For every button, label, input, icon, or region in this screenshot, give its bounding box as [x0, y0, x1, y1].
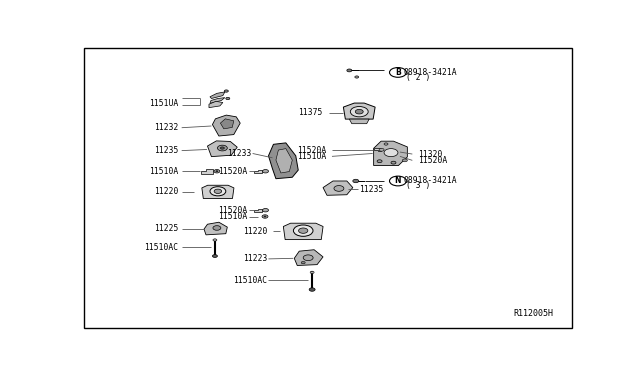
Circle shape: [334, 186, 344, 191]
Circle shape: [213, 239, 217, 241]
Circle shape: [264, 216, 266, 217]
Text: 08918-3421A: 08918-3421A: [403, 68, 457, 77]
Polygon shape: [204, 222, 227, 235]
Polygon shape: [253, 209, 262, 212]
Polygon shape: [269, 143, 298, 179]
Text: 11520A: 11520A: [218, 167, 248, 176]
Polygon shape: [344, 103, 375, 119]
Text: 11220: 11220: [243, 227, 268, 236]
Circle shape: [220, 147, 225, 149]
Text: 11520A: 11520A: [297, 146, 326, 155]
Polygon shape: [212, 115, 240, 136]
Polygon shape: [294, 250, 323, 266]
Circle shape: [310, 271, 314, 273]
Circle shape: [213, 226, 221, 230]
Text: 11510AC: 11510AC: [144, 243, 178, 252]
Text: 11225: 11225: [154, 224, 178, 233]
Circle shape: [218, 145, 227, 151]
Text: B: B: [395, 68, 401, 77]
Text: ( 2 ): ( 2 ): [406, 73, 431, 82]
Text: 11510A: 11510A: [149, 167, 178, 176]
Circle shape: [212, 254, 218, 257]
Circle shape: [216, 171, 218, 172]
Circle shape: [309, 288, 315, 291]
Polygon shape: [284, 223, 323, 240]
Text: 11375: 11375: [298, 108, 322, 117]
Polygon shape: [210, 92, 225, 99]
Text: 1151UA: 1151UA: [149, 99, 178, 108]
Polygon shape: [210, 97, 225, 103]
Polygon shape: [200, 169, 213, 173]
Polygon shape: [202, 185, 234, 199]
Circle shape: [350, 106, 368, 117]
Circle shape: [384, 149, 398, 157]
Text: 11235: 11235: [359, 185, 383, 193]
Polygon shape: [323, 181, 353, 195]
Circle shape: [210, 187, 226, 196]
Polygon shape: [276, 149, 292, 173]
Text: 11232: 11232: [154, 123, 178, 132]
Text: 11220: 11220: [154, 187, 178, 196]
Circle shape: [214, 189, 221, 193]
Circle shape: [301, 262, 305, 264]
Text: 11320: 11320: [419, 150, 443, 158]
Text: 11233: 11233: [227, 149, 252, 158]
Polygon shape: [374, 141, 408, 166]
Circle shape: [298, 228, 308, 233]
Circle shape: [293, 225, 313, 236]
Circle shape: [355, 76, 359, 78]
Circle shape: [403, 159, 408, 162]
Polygon shape: [253, 170, 262, 173]
Text: 1151UA: 1151UA: [297, 152, 326, 161]
Text: 11520A: 11520A: [218, 206, 248, 215]
Text: 11520A: 11520A: [419, 156, 447, 165]
Circle shape: [262, 170, 269, 173]
Circle shape: [353, 179, 359, 183]
Circle shape: [379, 148, 384, 151]
Circle shape: [347, 69, 352, 72]
Circle shape: [384, 143, 388, 145]
Polygon shape: [209, 101, 223, 108]
Circle shape: [355, 109, 364, 114]
Polygon shape: [349, 119, 369, 124]
Circle shape: [225, 90, 228, 92]
Text: 11510AC: 11510AC: [234, 276, 268, 285]
Circle shape: [391, 161, 396, 164]
Text: N: N: [395, 176, 401, 186]
Circle shape: [303, 255, 313, 261]
Polygon shape: [374, 148, 381, 151]
Circle shape: [377, 160, 382, 163]
Polygon shape: [207, 141, 237, 157]
Circle shape: [214, 170, 220, 173]
Text: 08918-3421A: 08918-3421A: [403, 176, 457, 186]
Text: R112005H: R112005H: [514, 310, 554, 318]
Circle shape: [262, 215, 268, 218]
Text: 11235: 11235: [154, 146, 178, 155]
Text: 11510A: 11510A: [218, 212, 248, 221]
Circle shape: [226, 97, 230, 100]
Text: ( 3 ): ( 3 ): [406, 182, 431, 190]
Polygon shape: [220, 119, 234, 129]
Circle shape: [262, 208, 269, 212]
Text: 11223: 11223: [243, 254, 268, 263]
